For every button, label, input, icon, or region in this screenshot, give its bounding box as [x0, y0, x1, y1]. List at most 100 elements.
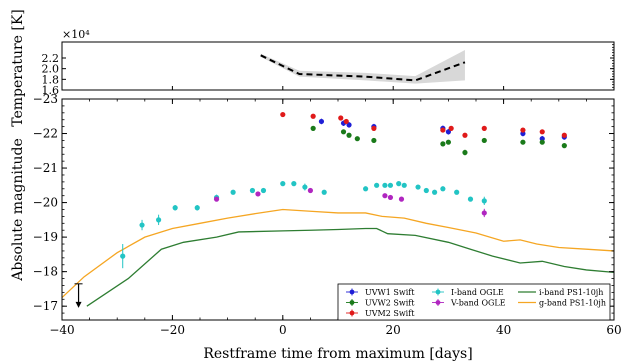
data-point — [561, 143, 567, 149]
data-point — [445, 139, 451, 145]
data-point — [255, 191, 261, 197]
x-tick-label: 60 — [606, 323, 621, 337]
data-point — [467, 196, 474, 202]
legend-label: UVW1 Swift — [365, 288, 415, 297]
data-point — [382, 182, 388, 188]
data-point — [396, 181, 402, 187]
legend-label: V-band OGLE — [450, 299, 506, 308]
y-tick-label: −23 — [33, 92, 58, 106]
series-i-band-ogle — [120, 181, 487, 269]
legend-entry: V-band OGLE — [432, 299, 506, 308]
upper-limit-arrow — [74, 283, 83, 308]
data-point — [398, 196, 405, 202]
top-y-tick-label: 1.6 — [42, 84, 60, 97]
legend-label: i-band PS1-10jh — [539, 288, 603, 297]
series-uvw2-swift — [310, 125, 567, 156]
data-point — [539, 129, 545, 135]
legend-entry: UVM2 Swift — [346, 309, 415, 318]
data-point — [354, 136, 360, 142]
x-tick-label: 20 — [386, 323, 401, 337]
data-point — [401, 182, 407, 188]
data-point — [230, 189, 236, 195]
y-multiplier-label: ×10⁴ — [62, 28, 90, 41]
y-tick-label: −22 — [33, 127, 58, 141]
data-point — [440, 186, 446, 192]
legend-entry: I-band OGLE — [432, 288, 504, 297]
data-point — [260, 187, 267, 194]
legend-label: g-band PS1-10jh — [539, 299, 606, 308]
legend-entry: i-band PS1-10jh — [518, 288, 603, 297]
temperature-panel: 1.61.82.02.2 ×10⁴ — [42, 28, 615, 97]
data-point — [432, 189, 438, 195]
data-point — [481, 198, 487, 204]
legend-marker — [435, 300, 441, 305]
legend-marker — [349, 289, 355, 295]
data-point — [321, 189, 327, 195]
data-point — [387, 194, 394, 201]
y-tick-label: −19 — [33, 230, 58, 244]
upper-limit-head — [75, 301, 82, 308]
data-point — [340, 129, 347, 135]
data-point — [291, 181, 297, 187]
legend-label: UVW2 Swift — [365, 299, 415, 308]
data-point — [371, 125, 377, 131]
y-tick-label: −20 — [33, 196, 58, 210]
legend-label: UVM2 Swift — [365, 309, 415, 318]
data-point — [371, 137, 377, 144]
temperature-axis-label: Temperature [K] — [10, 9, 26, 127]
top-y-tick-label: 2.0 — [42, 63, 60, 76]
legend-marker — [349, 310, 355, 316]
data-point — [481, 210, 487, 216]
data-point — [462, 149, 468, 156]
y-tick-label: −18 — [33, 265, 58, 279]
data-point — [415, 184, 421, 190]
x-tick-label: 0 — [279, 323, 287, 337]
data-point — [310, 113, 316, 119]
data-point — [363, 186, 369, 192]
ps1-curve-g-band — [61, 208, 615, 299]
series-uvm2-swift — [280, 111, 567, 138]
data-point — [156, 217, 162, 223]
ps1-10jh-curves — [61, 208, 615, 307]
data-point — [307, 187, 313, 194]
top-y-tick-label: 1.8 — [42, 73, 60, 86]
bottom-axis-ticks: −40 −20 0 20 40 60 −17 −18 −19 −20 −21 −22 −23 — [33, 92, 622, 337]
top-plot-frame — [61, 41, 615, 91]
x-tick-label: 40 — [496, 323, 511, 337]
data-point — [387, 182, 394, 188]
data-point — [213, 196, 220, 202]
data-point — [280, 181, 286, 187]
data-point — [454, 189, 460, 195]
data-point — [481, 137, 487, 144]
data-point — [346, 132, 352, 138]
data-point — [194, 205, 200, 211]
data-point — [310, 125, 316, 131]
data-point — [343, 118, 349, 125]
data-point — [481, 125, 487, 131]
data-point — [448, 125, 454, 131]
legend-entry: UVW2 Swift — [346, 299, 415, 308]
data-point — [338, 115, 344, 121]
data-point — [539, 139, 545, 145]
data-point — [302, 184, 308, 190]
series-v-band-ogle — [213, 187, 487, 218]
temperature-band-area — [260, 50, 465, 84]
data-point — [318, 118, 325, 125]
data-point — [561, 132, 567, 138]
legend-marker — [349, 300, 355, 305]
data-point — [374, 182, 380, 188]
magnitude-panel: −40 −20 0 20 40 60 −17 −18 −19 −20 −21 −22 −23 UVW1 … — [33, 92, 622, 337]
data-point — [440, 141, 446, 147]
time-axis-label: Restframe time from maximum [days] — [203, 346, 472, 362]
ps1-curve-i-band — [86, 227, 615, 307]
data-point — [346, 122, 352, 128]
y-tick-label: −17 — [33, 299, 58, 313]
data-point — [382, 193, 388, 199]
data-point — [445, 129, 451, 135]
photometry-points — [120, 111, 567, 269]
legend-marker — [435, 289, 441, 295]
data-point — [280, 111, 286, 118]
data-point — [139, 222, 145, 228]
